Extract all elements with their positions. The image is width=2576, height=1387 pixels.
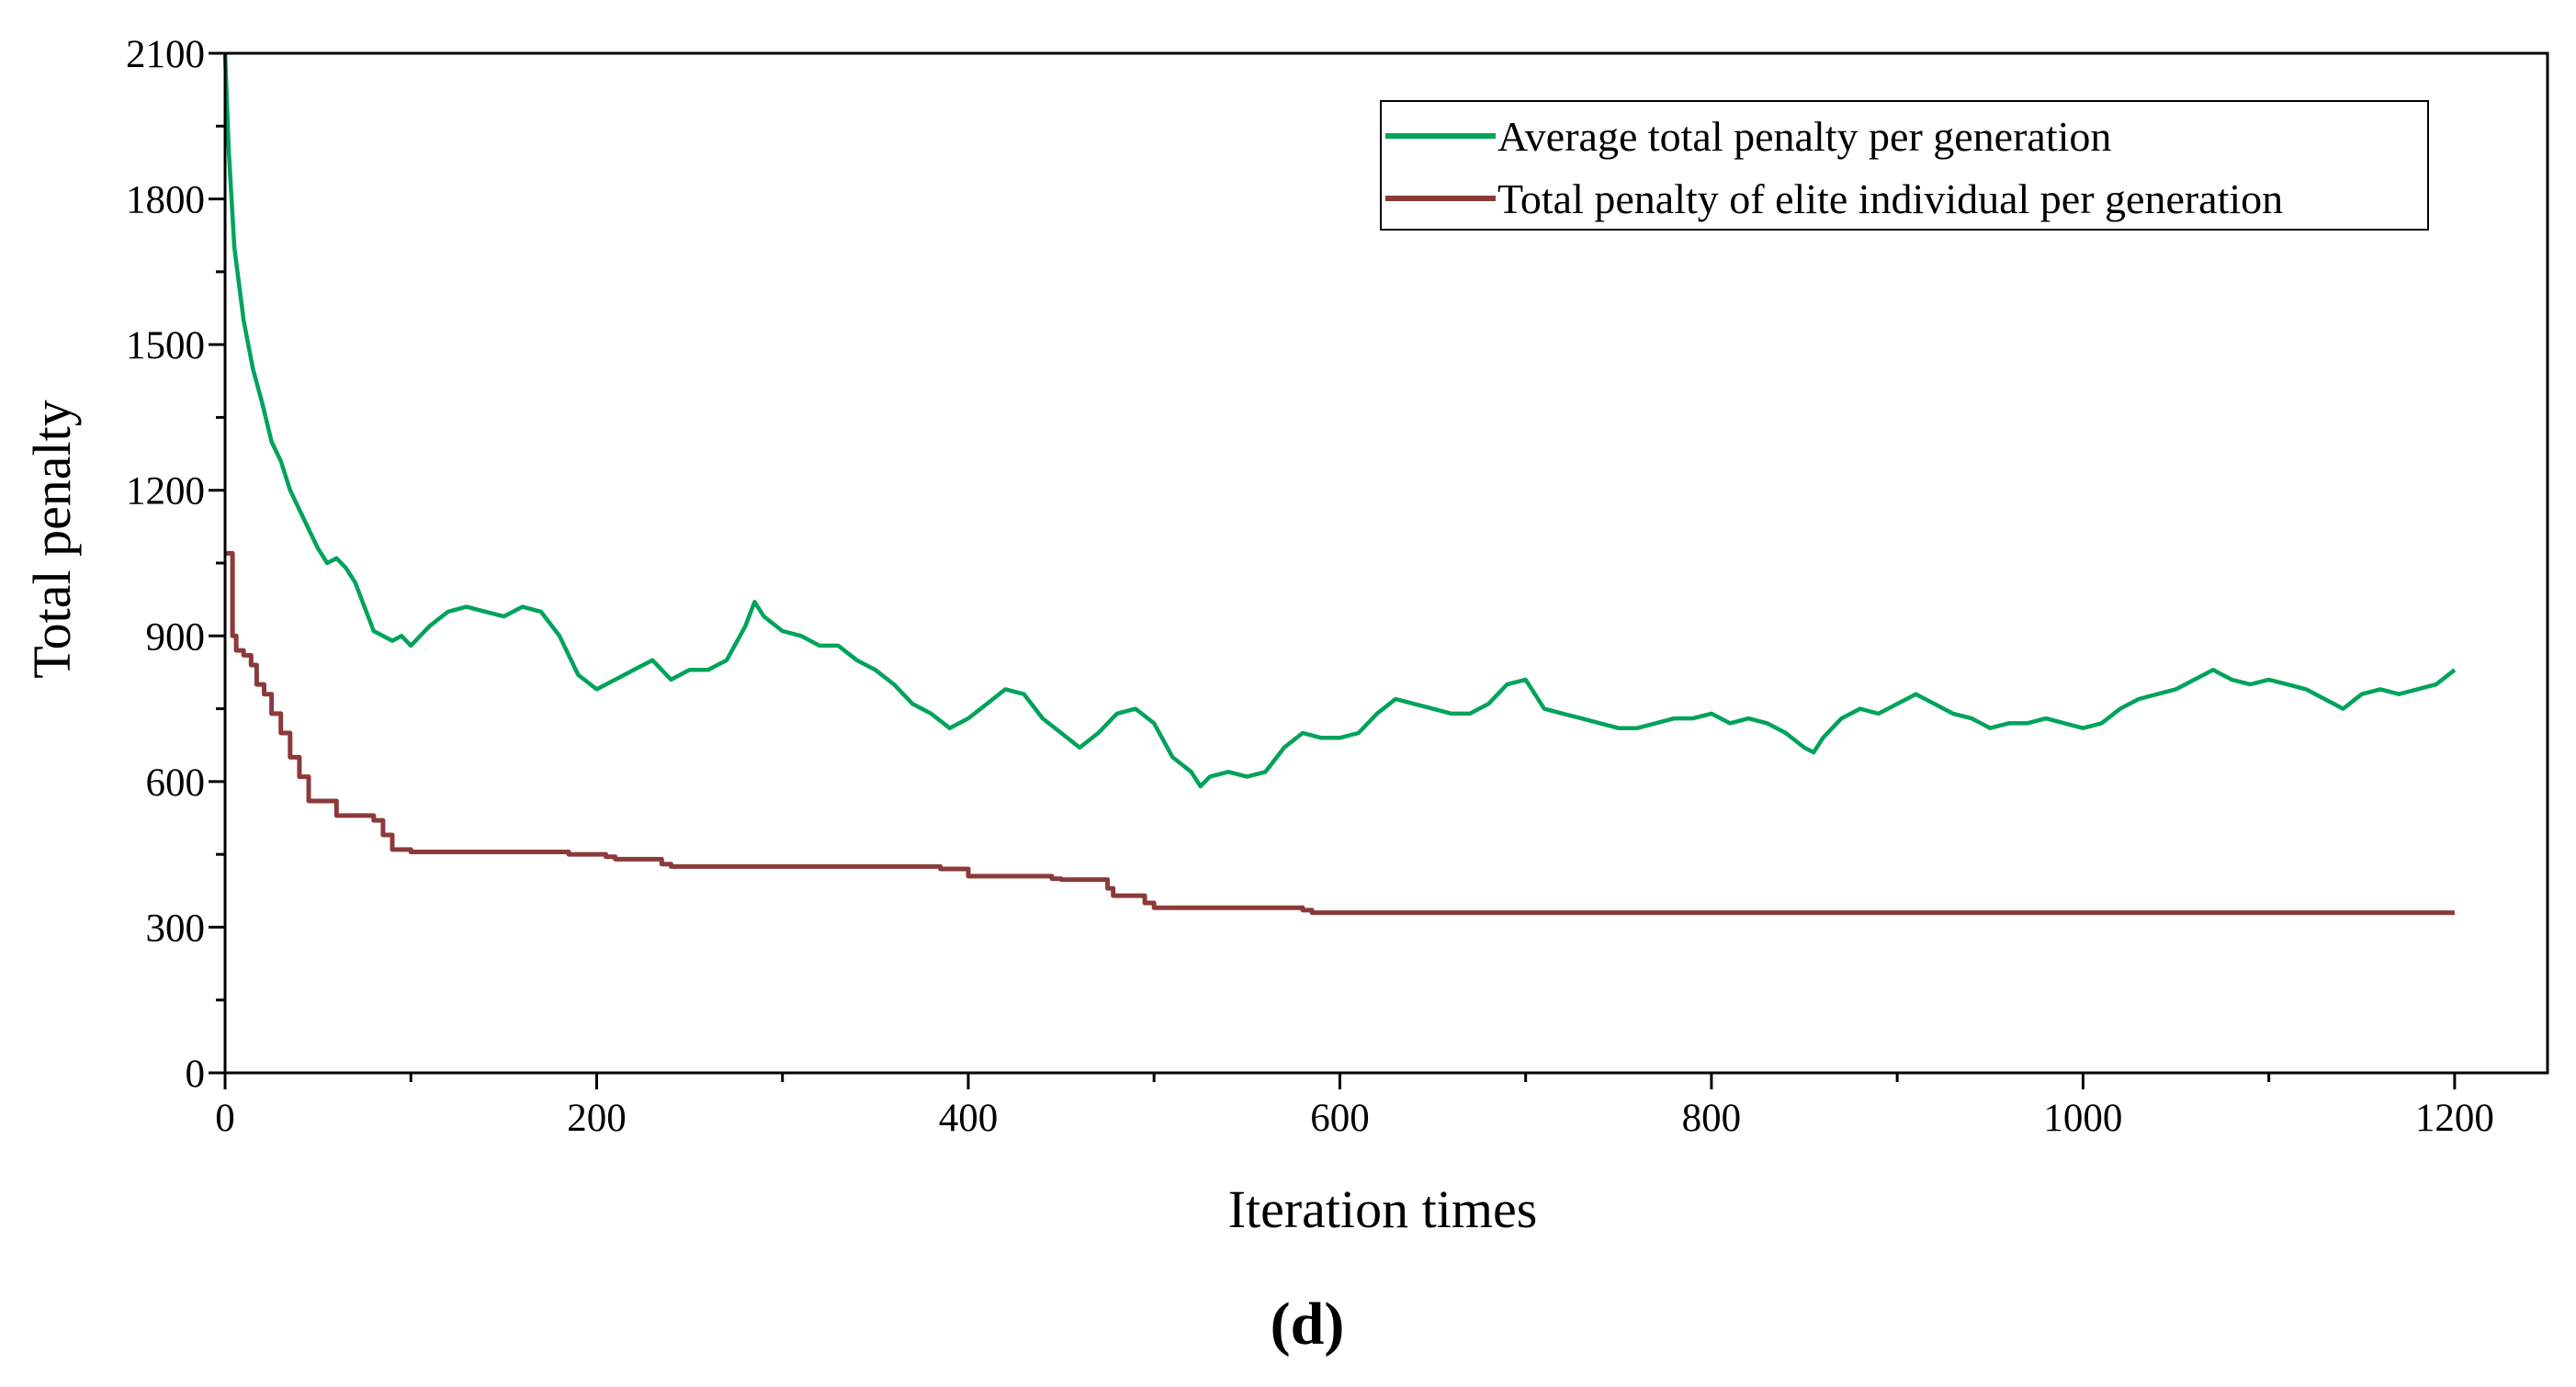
plot-frame [223,51,2549,1075]
y-tick-label: 600 [146,761,206,805]
y-tick-label: 1800 [126,179,205,222]
panel-label: (d) [1271,1291,1345,1358]
legend: Average total penalty per generation Tot… [1380,100,2429,231]
x-axis-tick-labels: 0 200 400 600 800 1000 1200 [215,1097,2494,1140]
series-line-elite [225,550,2455,916]
y-tick-label: 0 [186,1053,206,1096]
y-tick-label: 900 [146,615,206,659]
y-tick-label: 2100 [126,33,205,76]
series-layer [222,52,2457,916]
x-tick-label: 1200 [2415,1097,2494,1140]
x-tick-label: 600 [1310,1097,1370,1140]
x-tick-label: 200 [567,1097,627,1140]
y-axis-tick-labels: 0 300 600 900 1200 1500 1800 2100 [126,33,205,1096]
series-line-average [222,52,2457,789]
y-axis-title: Total penalty [22,400,82,679]
y-tick-label: 1500 [126,324,205,367]
x-tick-label: 400 [939,1097,999,1140]
y-tick-label: 300 [146,907,206,950]
legend-label-elite: Total penalty of elite individual per ge… [1497,175,2283,222]
legend-box [1380,100,2429,231]
y-tick-label: 1200 [126,470,205,513]
x-tick-label: 1000 [2043,1097,2122,1140]
x-tick-label: 0 [215,1097,235,1140]
legend-label-average: Average total penalty per generation [1497,113,2111,160]
x-tick-label: 800 [1682,1097,1742,1140]
x-axis-title: Iteration times [1228,1179,1538,1239]
axis-ticks [209,51,2457,1089]
